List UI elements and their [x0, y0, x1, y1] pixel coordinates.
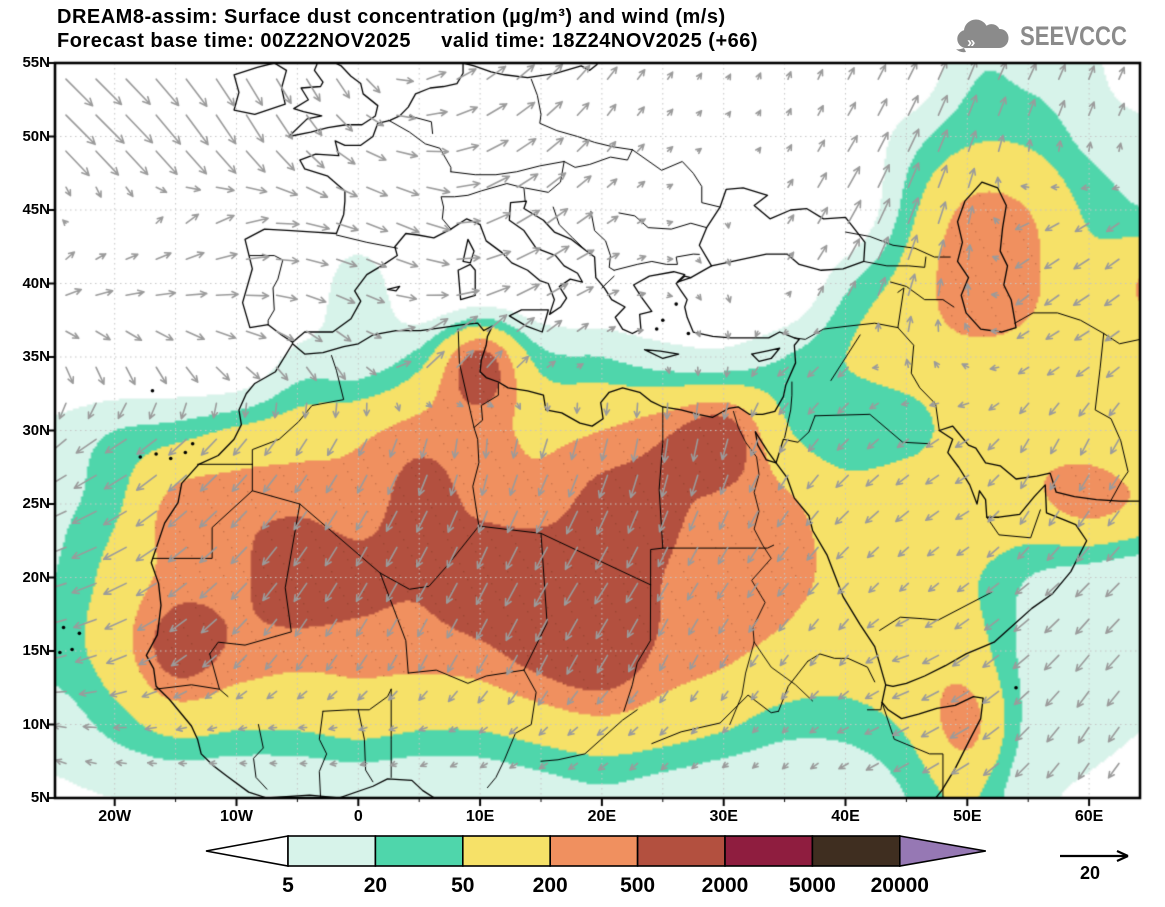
lat-axis-label: 55N [22, 54, 50, 71]
legend-threshold-label: 5000 [789, 874, 836, 897]
lat-axis-label: 25N [22, 495, 50, 512]
lat-axis-label: 10N [22, 715, 50, 733]
legend-color-cell [636, 835, 726, 867]
legend-color-cell [374, 835, 464, 867]
legend-threshold-label: 200 [533, 874, 568, 897]
lat-axis-label: 20N [22, 568, 50, 586]
legend-threshold-label: 50 [451, 874, 474, 897]
legend-color-cell [287, 835, 377, 867]
lon-axis-label: 10E [465, 808, 495, 825]
wind-reference-arrow: 20 [1048, 838, 1158, 895]
seevccc-logo: » SEEVCCC [952, 16, 1151, 56]
lon-axis-label: 60E [1074, 808, 1104, 825]
legend-color-cell [549, 835, 639, 867]
lat-axis-label: 50N [22, 127, 50, 145]
legend-threshold-label: 20000 [871, 874, 929, 897]
cloud-icon: » [956, 19, 1009, 53]
wind-scale-value: 20 [1080, 863, 1100, 883]
lat-axis-label: 40N [22, 274, 50, 292]
legend-threshold-label: 5 [282, 874, 294, 897]
lat-axis-label: 35N [22, 348, 50, 365]
lon-axis-label: 0 [353, 808, 363, 825]
map-title: DREAM8-assim: Surface dust concentration… [57, 6, 726, 28]
lat-axis-label: 5N [30, 789, 50, 806]
lon-axis-label: 50E [953, 808, 982, 825]
lon-axis-label: 30E [709, 808, 738, 825]
lat-axis-label: 15N [22, 642, 50, 659]
lon-axis-label: 20E [587, 808, 617, 825]
lon-axis-label: 40E [831, 808, 860, 825]
svg-text:»: » [967, 34, 975, 51]
legend-threshold-label: 20 [364, 874, 387, 897]
lon-axis-label: 10W [220, 808, 253, 825]
lon-axis-label: 20W [98, 808, 132, 825]
legend-color-cell [461, 835, 551, 867]
map-subtitle-forecast-times: Forecast base time: 00Z22NOV2025 valid t… [57, 30, 759, 52]
color-scale-legend: 5 20 50 200 500 2000 5000 20000 [200, 834, 1000, 905]
legend-threshold-label: 500 [620, 874, 655, 897]
lat-axis-label: 45N [22, 201, 50, 218]
legend-color-cell [811, 835, 901, 867]
legend-threshold-label: 2000 [702, 874, 749, 897]
wind-scale-arrow: 20 [1060, 849, 1129, 883]
lat-axis-label: 30N [22, 421, 50, 439]
legend-colorbar: 5 20 50 200 500 2000 5000 20000 [205, 835, 986, 897]
logo-text: SEEVCCC [1020, 20, 1128, 51]
legend-color-cell [724, 835, 814, 867]
